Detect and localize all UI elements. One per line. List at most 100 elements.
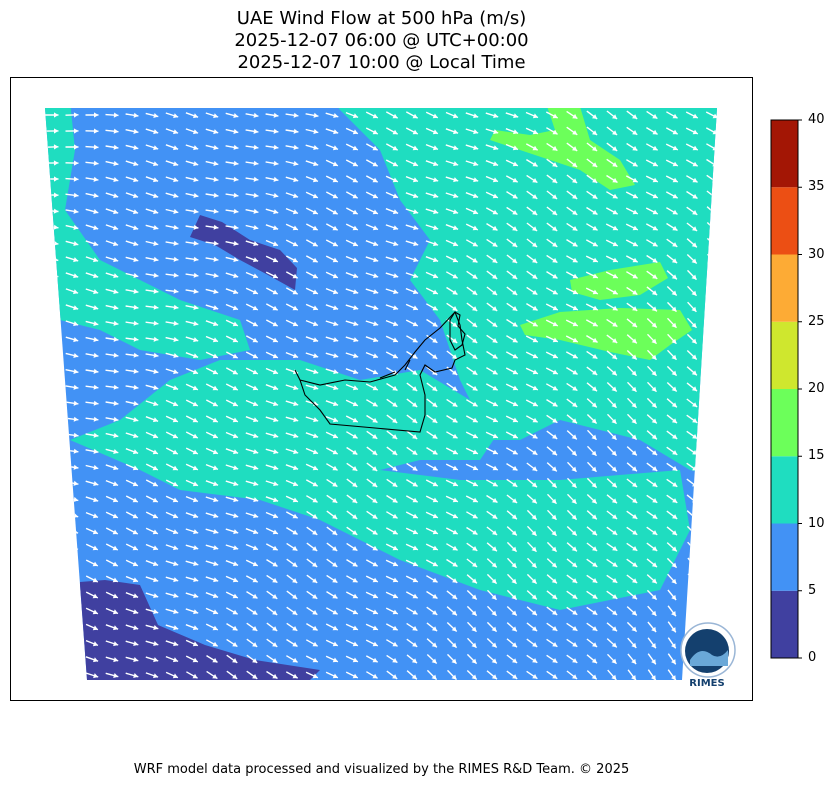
wind-arrow-head bbox=[273, 497, 279, 503]
wind-arrow-head bbox=[292, 529, 298, 535]
wind-arrow-head bbox=[212, 337, 218, 343]
wind-arrow-head bbox=[253, 241, 259, 247]
wind-arrow-head bbox=[651, 659, 656, 665]
wind-arrow-head bbox=[511, 514, 517, 520]
wind-arrow-head bbox=[453, 129, 459, 135]
wind-arrow-head bbox=[113, 160, 119, 166]
wind-arrow-head bbox=[312, 273, 318, 279]
wind-arrow-head bbox=[392, 353, 398, 359]
wind-arrow-head bbox=[572, 626, 578, 631]
wind-arrow-head bbox=[232, 401, 238, 407]
wind-arrow-head bbox=[173, 385, 179, 391]
wind-arrow-head bbox=[651, 562, 657, 568]
wind-arrow-head bbox=[392, 337, 398, 343]
wind-arrow-head bbox=[193, 272, 199, 278]
wind-arrow-head bbox=[412, 529, 418, 535]
colorbar-tick-label: 15 bbox=[808, 448, 825, 464]
wind-arrow-head bbox=[392, 657, 398, 663]
wind-arrow-head bbox=[312, 497, 318, 503]
wind-arrow-head bbox=[272, 658, 278, 663]
wind-arrow-head bbox=[531, 578, 537, 584]
wind-arrow-head bbox=[153, 625, 159, 630]
wind-arrow-head bbox=[272, 594, 278, 599]
wind-arrow-head bbox=[432, 418, 438, 423]
wind-arrow-head bbox=[432, 289, 438, 295]
wind-arrow-head bbox=[233, 240, 239, 246]
wind-arrow-head bbox=[431, 674, 437, 680]
wind-arrow-head bbox=[472, 562, 478, 567]
wind-arrow-head bbox=[353, 289, 359, 295]
wind-arrow-head bbox=[272, 305, 278, 311]
wind-arrow-head bbox=[432, 386, 438, 391]
wind-arrow-head bbox=[153, 609, 159, 614]
colorbar-tick-label: 25 bbox=[808, 313, 825, 329]
wind-arrow-head bbox=[73, 208, 79, 214]
wind-arrow-head bbox=[113, 193, 119, 199]
wind-arrow-head bbox=[153, 209, 159, 215]
wind-arrow-head bbox=[153, 352, 159, 358]
wind-arrow-head bbox=[452, 257, 458, 263]
wind-arrow-head bbox=[672, 193, 678, 199]
wind-arrow-head bbox=[452, 417, 458, 423]
wind-arrow-head bbox=[133, 161, 139, 167]
wind-arrow-head bbox=[432, 561, 438, 567]
wind-arrow-head bbox=[212, 401, 218, 407]
wind-arrow-head bbox=[153, 240, 159, 246]
wind-arrow-head bbox=[152, 449, 158, 455]
wind-arrow-head bbox=[491, 546, 497, 552]
wind-arrow-head bbox=[432, 497, 438, 503]
wind-arrow-head bbox=[432, 529, 438, 535]
wind-arrow-head bbox=[54, 128, 59, 134]
wind-arrow-head bbox=[352, 113, 359, 119]
wind-arrow-head bbox=[473, 161, 479, 167]
wind-arrow-head bbox=[512, 242, 518, 247]
wind-arrow-head bbox=[571, 466, 577, 472]
wind-arrow-head bbox=[252, 353, 258, 359]
wind-arrow-head bbox=[512, 674, 518, 679]
wind-arrow-head bbox=[611, 482, 617, 488]
wind-arrow-head bbox=[73, 448, 79, 454]
wind-arrow-head bbox=[372, 561, 378, 567]
wind-arrow-head bbox=[532, 178, 538, 183]
wind-arrow-head bbox=[113, 209, 119, 215]
wind-arrow-head bbox=[372, 434, 378, 439]
wind-arrow-head bbox=[532, 194, 538, 199]
wind-arrow-head bbox=[372, 482, 378, 487]
wind-arrow-head bbox=[92, 529, 98, 535]
wind-arrow-head bbox=[412, 370, 418, 375]
wind-arrow-head bbox=[372, 657, 378, 663]
wind-arrow-head bbox=[492, 209, 498, 215]
wind-arrow-head bbox=[332, 609, 338, 615]
wind-arrow-head bbox=[212, 641, 218, 647]
wind-arrow-head bbox=[133, 352, 139, 358]
wind-arrow-head bbox=[312, 449, 318, 455]
wind-arrow-head bbox=[193, 288, 199, 294]
wind-arrow-head bbox=[691, 370, 697, 376]
wind-arrow-head bbox=[253, 257, 259, 263]
wind-arrow-head bbox=[412, 418, 418, 423]
wind-arrow-head bbox=[532, 321, 538, 327]
wind-arrow-head bbox=[352, 657, 358, 663]
wind-arrow-head bbox=[93, 400, 99, 406]
wind-arrow-head bbox=[552, 434, 558, 439]
wind-arrow-head bbox=[213, 240, 219, 246]
wind-arrow-head bbox=[452, 289, 458, 295]
wind-arrow-head bbox=[571, 418, 577, 424]
wind-arrow-head bbox=[672, 514, 678, 519]
wind-arrow-head bbox=[412, 321, 418, 327]
wind-arrow-head bbox=[73, 464, 79, 470]
wind-arrow-head bbox=[172, 481, 178, 487]
wind-arrow-head bbox=[272, 561, 278, 567]
wind-arrow-head bbox=[252, 273, 258, 279]
wind-arrow-head bbox=[531, 546, 537, 552]
wind-arrow-head bbox=[452, 578, 458, 583]
wind-arrow-head bbox=[392, 113, 398, 119]
wind-arrow-head bbox=[611, 626, 617, 632]
wind-arrow-head bbox=[491, 642, 497, 648]
wind-arrow-head bbox=[452, 354, 458, 359]
wind-arrow-head bbox=[173, 593, 179, 598]
wind-arrow-head bbox=[253, 112, 259, 118]
wind-arrow-head bbox=[232, 642, 238, 647]
wind-arrow-head bbox=[652, 274, 658, 279]
wind-arrow-head bbox=[73, 305, 79, 311]
